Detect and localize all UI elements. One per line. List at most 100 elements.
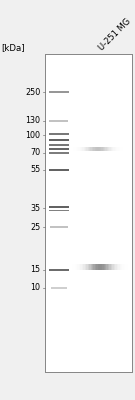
Bar <box>95 264 96 270</box>
Bar <box>49 120 68 122</box>
Bar <box>114 264 115 270</box>
Bar <box>123 148 124 151</box>
Bar <box>49 148 69 150</box>
Bar <box>113 148 115 151</box>
Bar <box>116 148 117 151</box>
Bar <box>107 148 108 151</box>
Bar <box>120 148 122 151</box>
Bar <box>119 148 120 151</box>
Text: 250: 250 <box>25 88 40 97</box>
Text: 25: 25 <box>30 223 40 232</box>
Bar <box>107 264 108 270</box>
Bar <box>96 148 97 151</box>
Bar <box>73 264 75 270</box>
Bar <box>77 264 79 270</box>
Bar <box>85 264 86 270</box>
Bar <box>102 264 104 270</box>
Bar <box>96 264 98 270</box>
Bar <box>72 148 73 151</box>
Bar <box>78 148 80 151</box>
Bar <box>112 148 113 151</box>
Bar <box>85 148 86 151</box>
Bar <box>104 148 105 151</box>
Text: 35: 35 <box>30 204 40 213</box>
Bar <box>92 148 93 151</box>
Bar <box>112 264 114 270</box>
Bar <box>49 133 69 135</box>
Bar <box>83 264 85 270</box>
Bar <box>94 148 96 151</box>
Bar <box>97 148 99 151</box>
Bar <box>127 264 128 270</box>
Bar <box>77 148 78 151</box>
Bar <box>49 139 69 141</box>
Text: 100: 100 <box>26 130 40 140</box>
Text: [kDa]: [kDa] <box>1 43 25 52</box>
Bar <box>109 148 111 151</box>
Bar <box>49 206 69 208</box>
Bar <box>117 264 118 270</box>
Bar <box>115 264 117 270</box>
Bar <box>73 148 74 151</box>
Bar <box>70 264 72 270</box>
Bar <box>115 148 116 151</box>
Bar <box>50 226 68 228</box>
Bar <box>51 287 67 289</box>
Bar <box>49 269 69 270</box>
Bar <box>76 148 77 151</box>
Bar <box>88 148 89 151</box>
Bar <box>89 148 90 151</box>
Bar <box>74 148 76 151</box>
Bar <box>49 91 69 93</box>
Bar <box>124 264 125 270</box>
Text: 55: 55 <box>30 165 40 174</box>
Bar <box>111 264 112 270</box>
Bar <box>125 264 127 270</box>
Text: 70: 70 <box>30 148 40 157</box>
Bar <box>82 264 83 270</box>
Bar <box>45 54 132 372</box>
Bar <box>122 264 124 270</box>
Bar <box>84 148 85 151</box>
Bar <box>108 264 109 270</box>
Bar <box>70 148 72 151</box>
Bar <box>118 264 120 270</box>
Bar <box>105 264 107 270</box>
Bar <box>88 264 89 270</box>
Bar <box>117 148 119 151</box>
Bar <box>105 148 107 151</box>
Bar <box>93 148 94 151</box>
Bar <box>49 169 69 171</box>
Bar <box>82 148 84 151</box>
Bar <box>72 264 73 270</box>
Bar <box>101 148 103 151</box>
Bar <box>103 148 104 151</box>
Bar <box>75 264 76 270</box>
Text: 15: 15 <box>30 265 40 274</box>
Bar <box>81 148 82 151</box>
Bar <box>49 210 69 212</box>
Bar <box>100 148 101 151</box>
Bar <box>80 148 81 151</box>
Bar <box>121 264 122 270</box>
Bar <box>93 264 95 270</box>
Bar <box>79 264 80 270</box>
Bar <box>89 264 91 270</box>
Bar <box>104 264 105 270</box>
Bar <box>111 148 112 151</box>
Text: 10: 10 <box>31 283 40 292</box>
Bar <box>49 144 69 146</box>
Text: 130: 130 <box>26 116 40 125</box>
Bar <box>98 264 99 270</box>
Bar <box>99 264 101 270</box>
Text: U-251 MG: U-251 MG <box>97 16 133 52</box>
Bar <box>101 264 102 270</box>
Bar <box>86 148 88 151</box>
Bar <box>90 148 92 151</box>
Bar <box>108 148 109 151</box>
Bar <box>76 264 77 270</box>
Bar <box>90 264 92 270</box>
Bar <box>120 264 121 270</box>
Bar <box>92 264 93 270</box>
Bar <box>49 152 69 154</box>
